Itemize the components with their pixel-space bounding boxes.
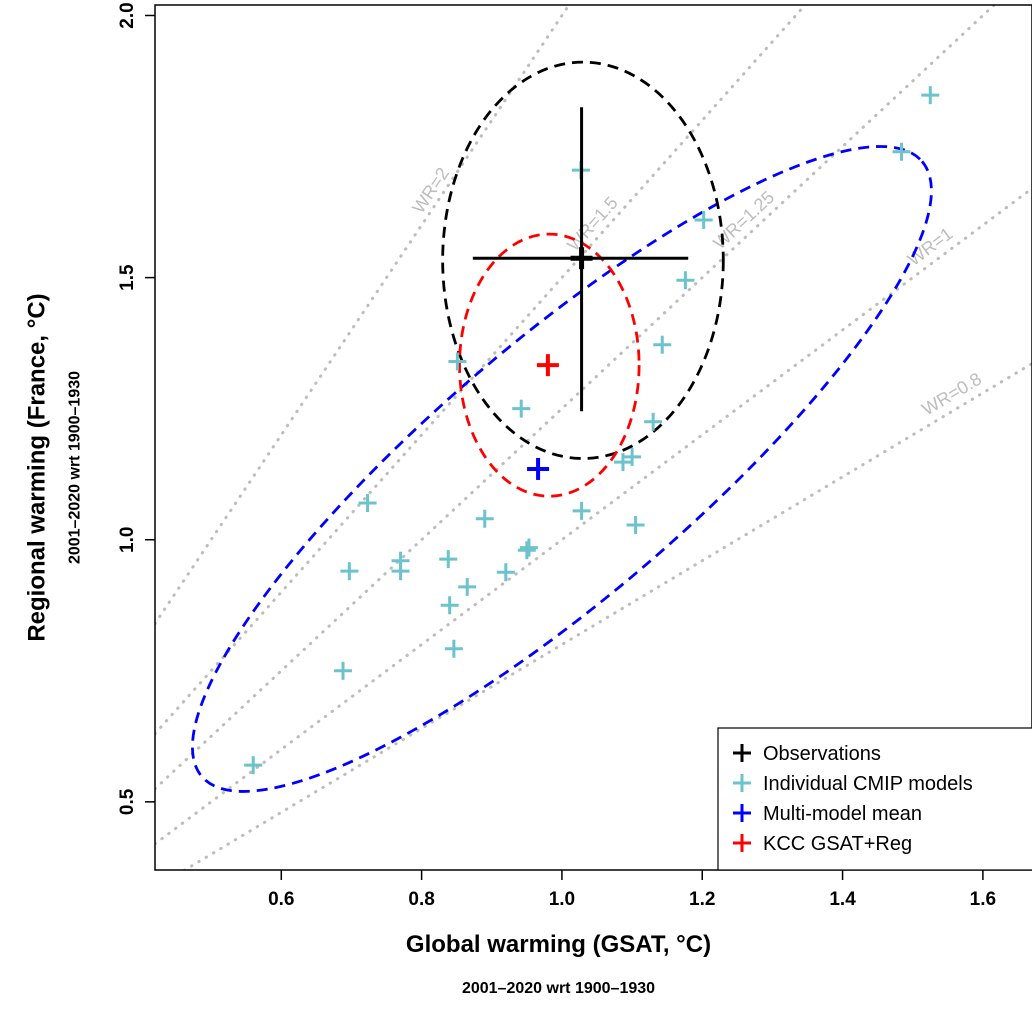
model-point — [439, 550, 458, 569]
model-point — [676, 271, 695, 290]
model-point — [519, 538, 538, 557]
reference-line — [155, 5, 997, 791]
model-point — [448, 352, 467, 371]
model-point — [244, 756, 263, 775]
kcc-point — [536, 354, 559, 377]
model-point — [623, 447, 642, 466]
model-point — [458, 577, 477, 596]
model-point — [440, 596, 459, 615]
kcc-ellipse — [458, 232, 641, 498]
reference-line-label: WR=1.5 — [563, 193, 622, 255]
data-points — [244, 86, 940, 775]
model-point — [572, 501, 591, 520]
model-point — [613, 453, 632, 472]
x-tick-label: 0.8 — [408, 889, 434, 910]
observations-point — [570, 247, 593, 270]
legend-label: KCC GSAT+Reg — [763, 833, 912, 855]
legend-marker — [733, 744, 751, 762]
model-point — [644, 412, 663, 431]
observations-marker — [472, 107, 689, 412]
plot-frame — [154, 4, 1032, 871]
model-point — [512, 399, 531, 418]
model-point — [496, 563, 515, 582]
multi-model-mean-point — [527, 457, 550, 480]
x-axis-title: Global warming (GSAT, °C) — [406, 931, 711, 958]
y-tick-label: 1.0 — [117, 527, 138, 553]
y-axis-subtitle: 2001–2020 wrt 1900–1930 — [67, 371, 84, 564]
model-point — [444, 639, 463, 658]
model-point — [517, 541, 536, 560]
y-tick-label: 1.5 — [117, 264, 138, 291]
legend-marker — [733, 774, 751, 792]
legend-marker — [733, 834, 751, 852]
legend-marker — [733, 804, 751, 822]
model-point — [391, 562, 410, 581]
y-axis-title: Regional warming (France, °C) — [23, 293, 50, 641]
x-tick-label: 1.0 — [549, 889, 575, 910]
legend-box — [717, 727, 1032, 871]
x-axis-subtitle: 2001–2020 wrt 1900–1930 — [462, 980, 655, 997]
reference-line — [155, 5, 808, 736]
model-point — [475, 509, 494, 528]
multi-model-ellipse — [191, 145, 933, 793]
x-tick-label: 1.6 — [970, 889, 996, 910]
x-tick-label: 0.6 — [268, 889, 294, 910]
y-tick-label: 0.5 — [117, 788, 138, 815]
axes: 0.6 0.8 1.0 1.2 1.4 1.6 0.5 1.0 1.5 2.0 — [117, 2, 996, 910]
legend-label: Individual CMIP models — [763, 773, 973, 795]
legend-label: Multi-model mean — [763, 803, 922, 825]
legend-label: Observations — [763, 743, 881, 765]
model-point — [653, 335, 672, 354]
y-tick-label: 2.0 — [117, 2, 138, 28]
model-point — [358, 494, 377, 513]
reference-line — [181, 362, 1032, 870]
model-point — [626, 516, 645, 535]
observations-ellipse — [441, 60, 725, 460]
x-tick-label: 1.2 — [689, 889, 715, 910]
model-point — [892, 142, 911, 161]
reference-line — [155, 5, 571, 626]
x-tick-label: 1.4 — [829, 889, 856, 910]
legend: Observations Individual CMIP models Multi-… — [717, 727, 1032, 871]
model-point — [921, 86, 940, 105]
confidence-ellipses — [191, 60, 933, 793]
model-point — [334, 661, 353, 680]
model-point — [694, 210, 713, 229]
model-point — [340, 562, 359, 581]
